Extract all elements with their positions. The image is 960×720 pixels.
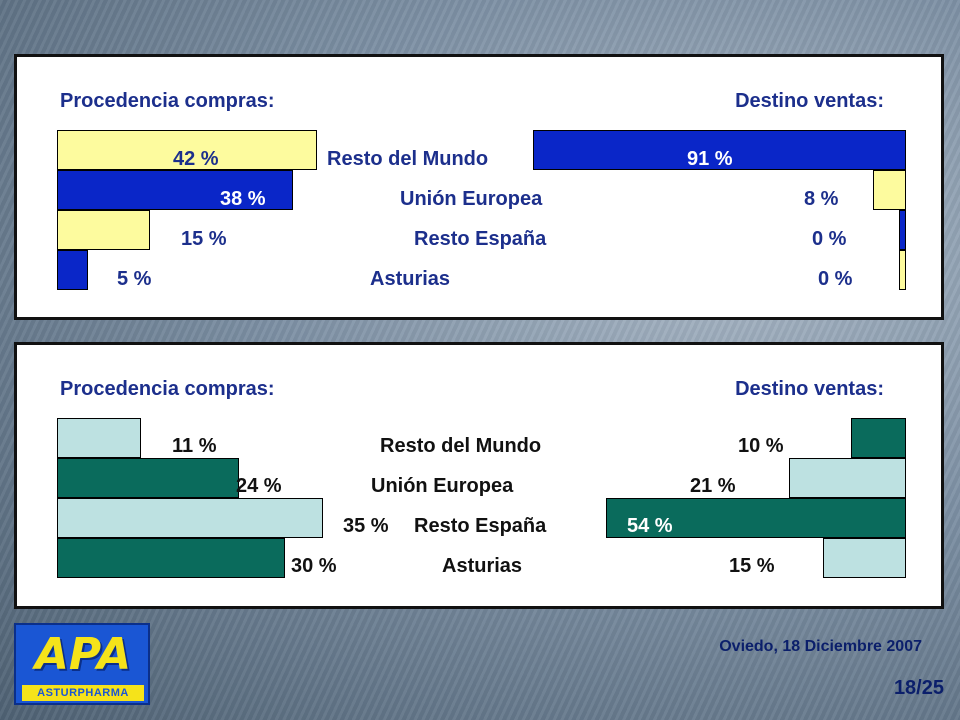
category-union-europea: Unión Europea: [400, 188, 543, 210]
value-right-resto-espana: 0 %: [812, 228, 847, 250]
bar-right-resto-del-mundo: [532, 130, 906, 170]
value-right-asturias: 15 %: [729, 555, 775, 577]
value-left-resto-espana: 15 %: [181, 228, 227, 250]
value-right-resto-del-mundo: 10 %: [738, 435, 784, 457]
bar-right-resto-espana: [899, 210, 906, 250]
chart-panel-2: Procedencia compras: Destino ventas: 11 …: [14, 342, 944, 609]
value-left-resto-espana: 35 %: [343, 515, 389, 537]
bar-right-asturias: [899, 250, 906, 290]
value-left-resto-del-mundo: 11 %: [172, 435, 217, 457]
category-resto-del-mundo: Resto del Mundo: [380, 435, 542, 457]
value-right-union-europea: 8 %: [804, 188, 839, 210]
value-left-resto-del-mundo: 42 %: [173, 148, 219, 170]
value-right-asturias: 0 %: [818, 268, 853, 290]
value-left-asturias: 30 %: [291, 555, 337, 577]
category-asturias: Asturias: [442, 555, 523, 577]
value-right-union-europea: 21 %: [690, 475, 736, 497]
bar-right-resto-del-mundo: [850, 418, 906, 458]
bar-left-resto-del-mundo: [57, 130, 318, 170]
chart-panel-1: Procedencia compras: Destino ventas: 42 …: [14, 54, 944, 320]
category-resto-del-mundo: Resto del Mundo: [327, 148, 489, 170]
left-title: Procedencia compras:: [60, 378, 275, 400]
value-left-union-europea: 24 %: [236, 475, 282, 497]
right-title: Destino ventas:: [735, 378, 884, 400]
bar-right-union-europea: [873, 170, 906, 210]
bar-left-resto-espana: [57, 498, 323, 538]
bar-right-asturias: [822, 538, 906, 578]
category-resto-espana: Resto España: [414, 228, 547, 250]
category-union-europea: Unión Europea: [371, 475, 514, 497]
bar-left-asturias: [57, 538, 285, 578]
category-asturias: Asturias: [370, 268, 451, 290]
value-right-resto-del-mundo: 91 %: [687, 148, 733, 170]
logo-mark: APA: [34, 629, 132, 680]
bar-right-union-europea: [789, 458, 906, 498]
category-resto-espana: Resto España: [414, 515, 547, 537]
value-left-asturias: 5 %: [117, 268, 152, 290]
asturpharma-logo: APA ASTURPHARMA: [14, 623, 150, 705]
value-left-union-europea: 38 %: [220, 188, 266, 210]
page-number: 18/25: [893, 677, 944, 699]
left-title: Procedencia compras:: [60, 90, 275, 112]
bar-right-resto-espana: [606, 498, 906, 538]
logo-subtitle: ASTURPHARMA: [22, 685, 144, 701]
bar-left-asturias: [57, 250, 88, 290]
bar-left-union-europea: [57, 170, 293, 210]
footer-date: Oviedo, 18 Diciembre 2007: [719, 638, 922, 655]
bar-left-resto-espana: [57, 210, 150, 250]
bar-left-resto-del-mundo: [57, 418, 141, 458]
value-right-resto-espana: 54 %: [627, 515, 673, 537]
bar-left-union-europea: [57, 458, 240, 498]
right-title: Destino ventas:: [735, 90, 884, 112]
